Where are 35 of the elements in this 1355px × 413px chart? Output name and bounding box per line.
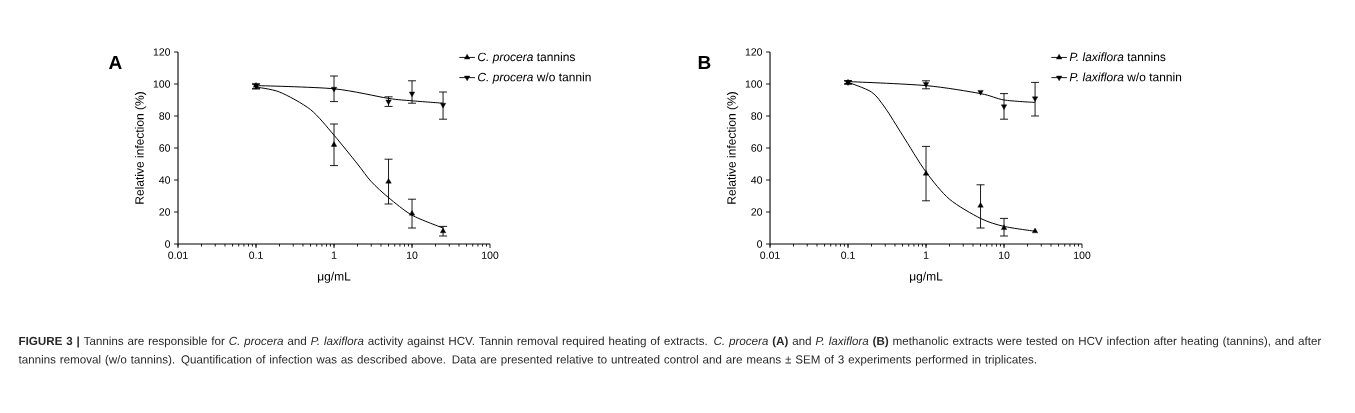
legend-label: P. laxiflora w/o tannin <box>1069 72 1182 82</box>
text: FIGURE 3 | Tannins are responsible for C. procera and P. laxiflora activity against HCV. Tannin removal required heating of extracts. C. procera (A) and P. laxiflora (B) methanolic extracts were tested on HCV infection after heating (tannins), and after tannins removal (w/o tannins). Quantification of infection was as described above. Data are presented relative to untreated control and are means ± SEM of 3 experiments performed in triplicates. <box>18 336 1322 366</box>
y-tick-label: 60 <box>751 144 763 152</box>
y-tick-label: 40 <box>751 176 763 184</box>
y-tick-label: 100 <box>745 80 763 88</box>
x-tick-label: 100 <box>1074 251 1091 259</box>
y-tick-label: 0 <box>757 240 763 248</box>
y-tick-label: 20 <box>159 208 171 216</box>
legend-label: C. procera w/o tannin <box>478 72 591 84</box>
y-axis-title: Relative infection (%) <box>134 92 147 204</box>
x-tick-label: 0.1 <box>841 251 855 259</box>
y-tick-label: 20 <box>751 208 763 216</box>
y-tick-label: 100 <box>153 80 171 88</box>
x-tick-label: 0.01 <box>760 251 780 259</box>
x-tick-label: 10 <box>998 251 1010 259</box>
y-tick-label: 80 <box>751 112 763 120</box>
x-tick-label: 1 <box>923 251 929 259</box>
y-tick-label: 120 <box>745 48 763 56</box>
x-tick-label: 100 <box>482 251 499 259</box>
y-tick-label: 80 <box>159 112 171 120</box>
legend-label: C. procera tannins <box>478 52 575 64</box>
y-tick-label: 0 <box>165 240 171 248</box>
y-tick-label: 60 <box>159 144 171 152</box>
y-tick-label: 120 <box>153 48 171 56</box>
y-tick-label: 40 <box>159 176 171 184</box>
chart-title: B <box>698 55 711 69</box>
chart-title: A <box>109 55 122 69</box>
x-tick-label: 0.01 <box>168 251 188 259</box>
x-axis-title: μg/mL <box>318 271 351 283</box>
x-tick-label: 1 <box>331 251 337 259</box>
legend-label: P. laxiflora tannins <box>1069 52 1166 62</box>
x-tick-label: 0.1 <box>249 251 263 259</box>
y-axis-title: Relative infection (%) <box>726 92 739 204</box>
x-axis-title: μg/mL <box>910 271 943 283</box>
x-tick-label: 10 <box>406 251 418 259</box>
